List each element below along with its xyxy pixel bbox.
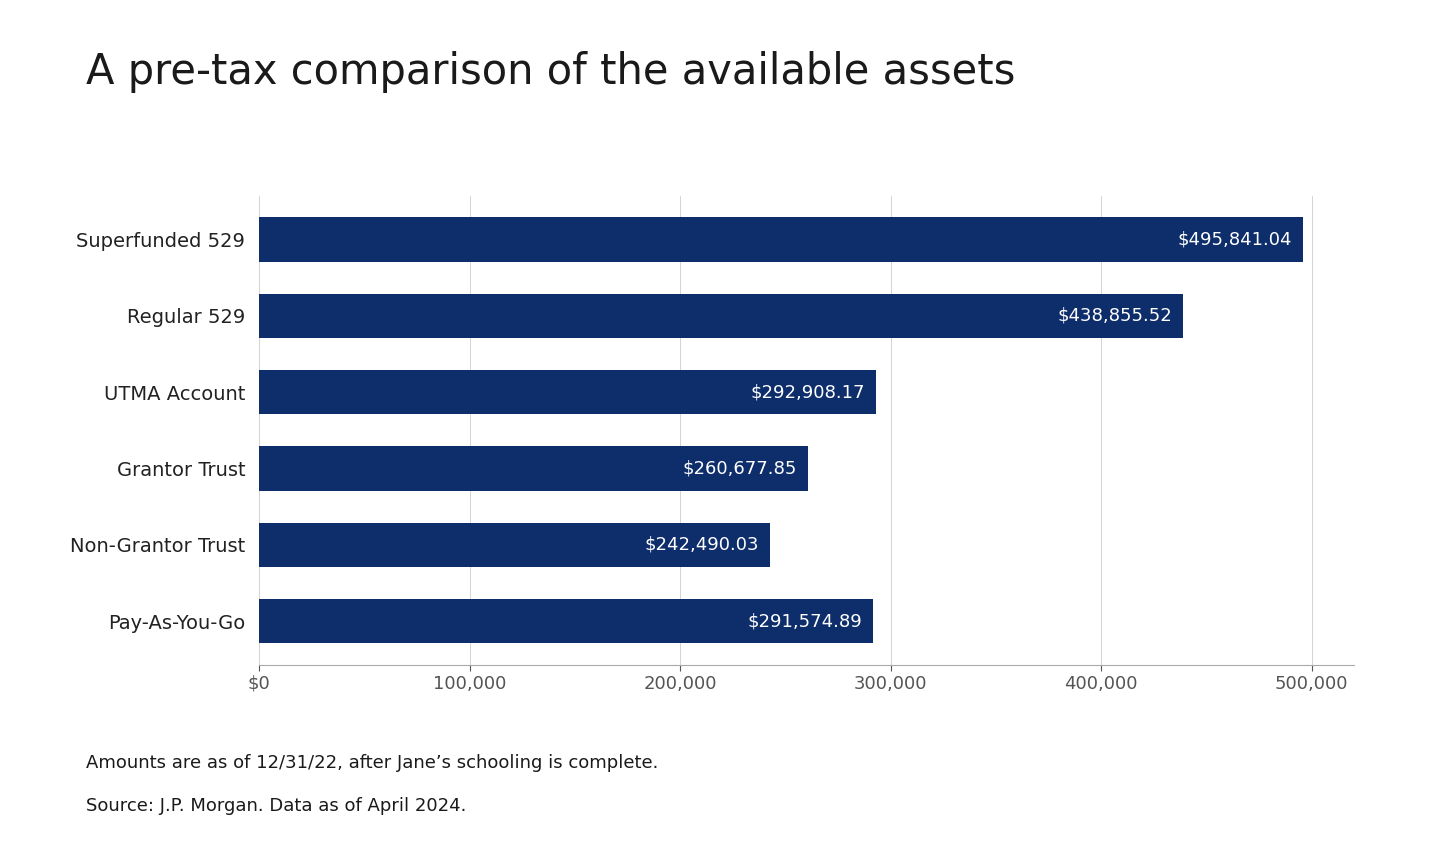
Text: $495,841.04: $495,841.04 [1178,230,1292,249]
Text: $260,677.85: $260,677.85 [683,459,798,477]
Bar [259,446,808,491]
Text: Source: J.P. Morgan. Data as of April 2024.: Source: J.P. Morgan. Data as of April 20… [86,797,467,815]
Text: $242,490.03: $242,490.03 [645,536,759,554]
Bar [259,370,876,414]
Text: A pre-tax comparison of the available assets: A pre-tax comparison of the available as… [86,51,1015,93]
Bar [259,522,769,567]
Text: Amounts are as of 12/31/22, after Jane’s schooling is complete.: Amounts are as of 12/31/22, after Jane’s… [86,754,658,772]
Text: $438,855.52: $438,855.52 [1057,307,1172,325]
Bar [259,294,1182,338]
Bar [259,599,873,643]
Text: $291,574.89: $291,574.89 [747,612,863,630]
Text: $292,908.17: $292,908.17 [750,383,865,401]
Bar [259,217,1303,262]
